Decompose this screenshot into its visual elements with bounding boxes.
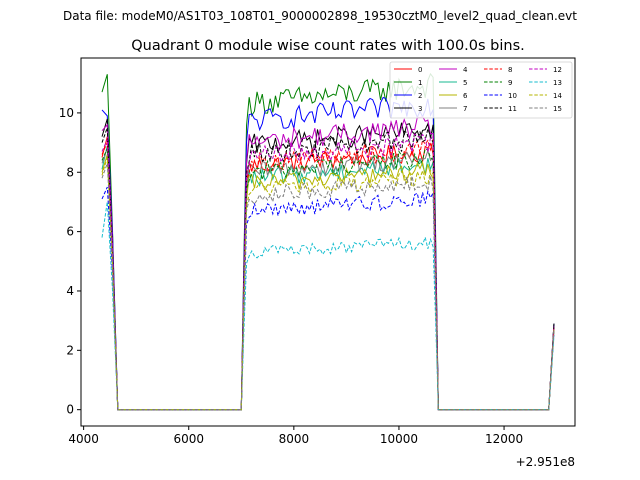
y-tick-label: 8 (66, 165, 74, 179)
series-line-3 (101, 118, 555, 411)
legend-label-11: 11 (508, 105, 517, 113)
series-line-11 (101, 127, 555, 411)
series-line-0 (101, 136, 555, 411)
x-tick-label: 4000 (68, 432, 99, 446)
legend-label-8: 8 (508, 66, 512, 74)
figure-suptitle: Data file: modeM0/AS1T03_108T01_90000028… (63, 9, 577, 23)
series-line-13 (101, 201, 555, 411)
legend-label-0: 0 (418, 66, 422, 74)
series-line-8 (101, 138, 555, 411)
legend-label-9: 9 (508, 79, 512, 87)
y-tick-label: 10 (59, 106, 74, 120)
x-axis: 4000 6000 8000 10000 12000 (68, 426, 523, 446)
legend-label-5: 5 (463, 79, 467, 87)
series-layer (101, 72, 555, 411)
x-tick-label: 8000 (279, 432, 310, 446)
legend-label-10: 10 (508, 92, 517, 100)
y-tick-label: 0 (66, 403, 74, 417)
legend-box (389, 61, 573, 119)
series-line-15 (101, 163, 555, 411)
series-line-1 (101, 72, 555, 411)
series-line-5 (101, 145, 555, 411)
chart-title: Quadrant 0 module wise count rates with … (131, 38, 525, 54)
y-tick-label: 2 (66, 343, 74, 357)
y-axis: 0 2 4 6 8 10 (59, 106, 81, 417)
legend-label-1: 1 (418, 79, 422, 87)
y-tick-label: 6 (66, 225, 74, 239)
series-line-2 (101, 96, 555, 411)
legend-label-15: 15 (553, 105, 562, 113)
x-tick-label: 6000 (173, 432, 204, 446)
x-axis-offset-label: +2.951e8 (516, 455, 575, 469)
legend-label-4: 4 (463, 66, 468, 74)
series-line-9 (101, 148, 555, 411)
y-tick-label: 4 (66, 284, 74, 298)
legend-label-7: 7 (463, 105, 467, 113)
x-tick-label: 10000 (380, 432, 418, 446)
series-line-10 (101, 186, 555, 411)
series-line-4 (101, 115, 555, 411)
series-line-12 (101, 133, 555, 411)
series-line-14 (101, 157, 555, 411)
legend-label-12: 12 (553, 66, 562, 74)
legend-label-14: 14 (553, 92, 562, 100)
x-tick-label: 12000 (485, 432, 523, 446)
legend-label-2: 2 (418, 92, 422, 100)
series-line-7 (101, 148, 555, 411)
legend-label-3: 3 (418, 105, 422, 113)
legend-label-13: 13 (553, 79, 562, 87)
legend-label-6: 6 (463, 92, 468, 100)
plot-frame (80, 57, 576, 427)
